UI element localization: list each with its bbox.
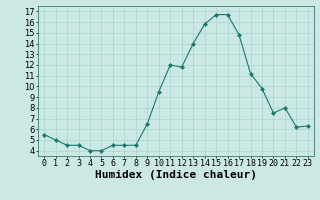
X-axis label: Humidex (Indice chaleur): Humidex (Indice chaleur): [95, 170, 257, 180]
